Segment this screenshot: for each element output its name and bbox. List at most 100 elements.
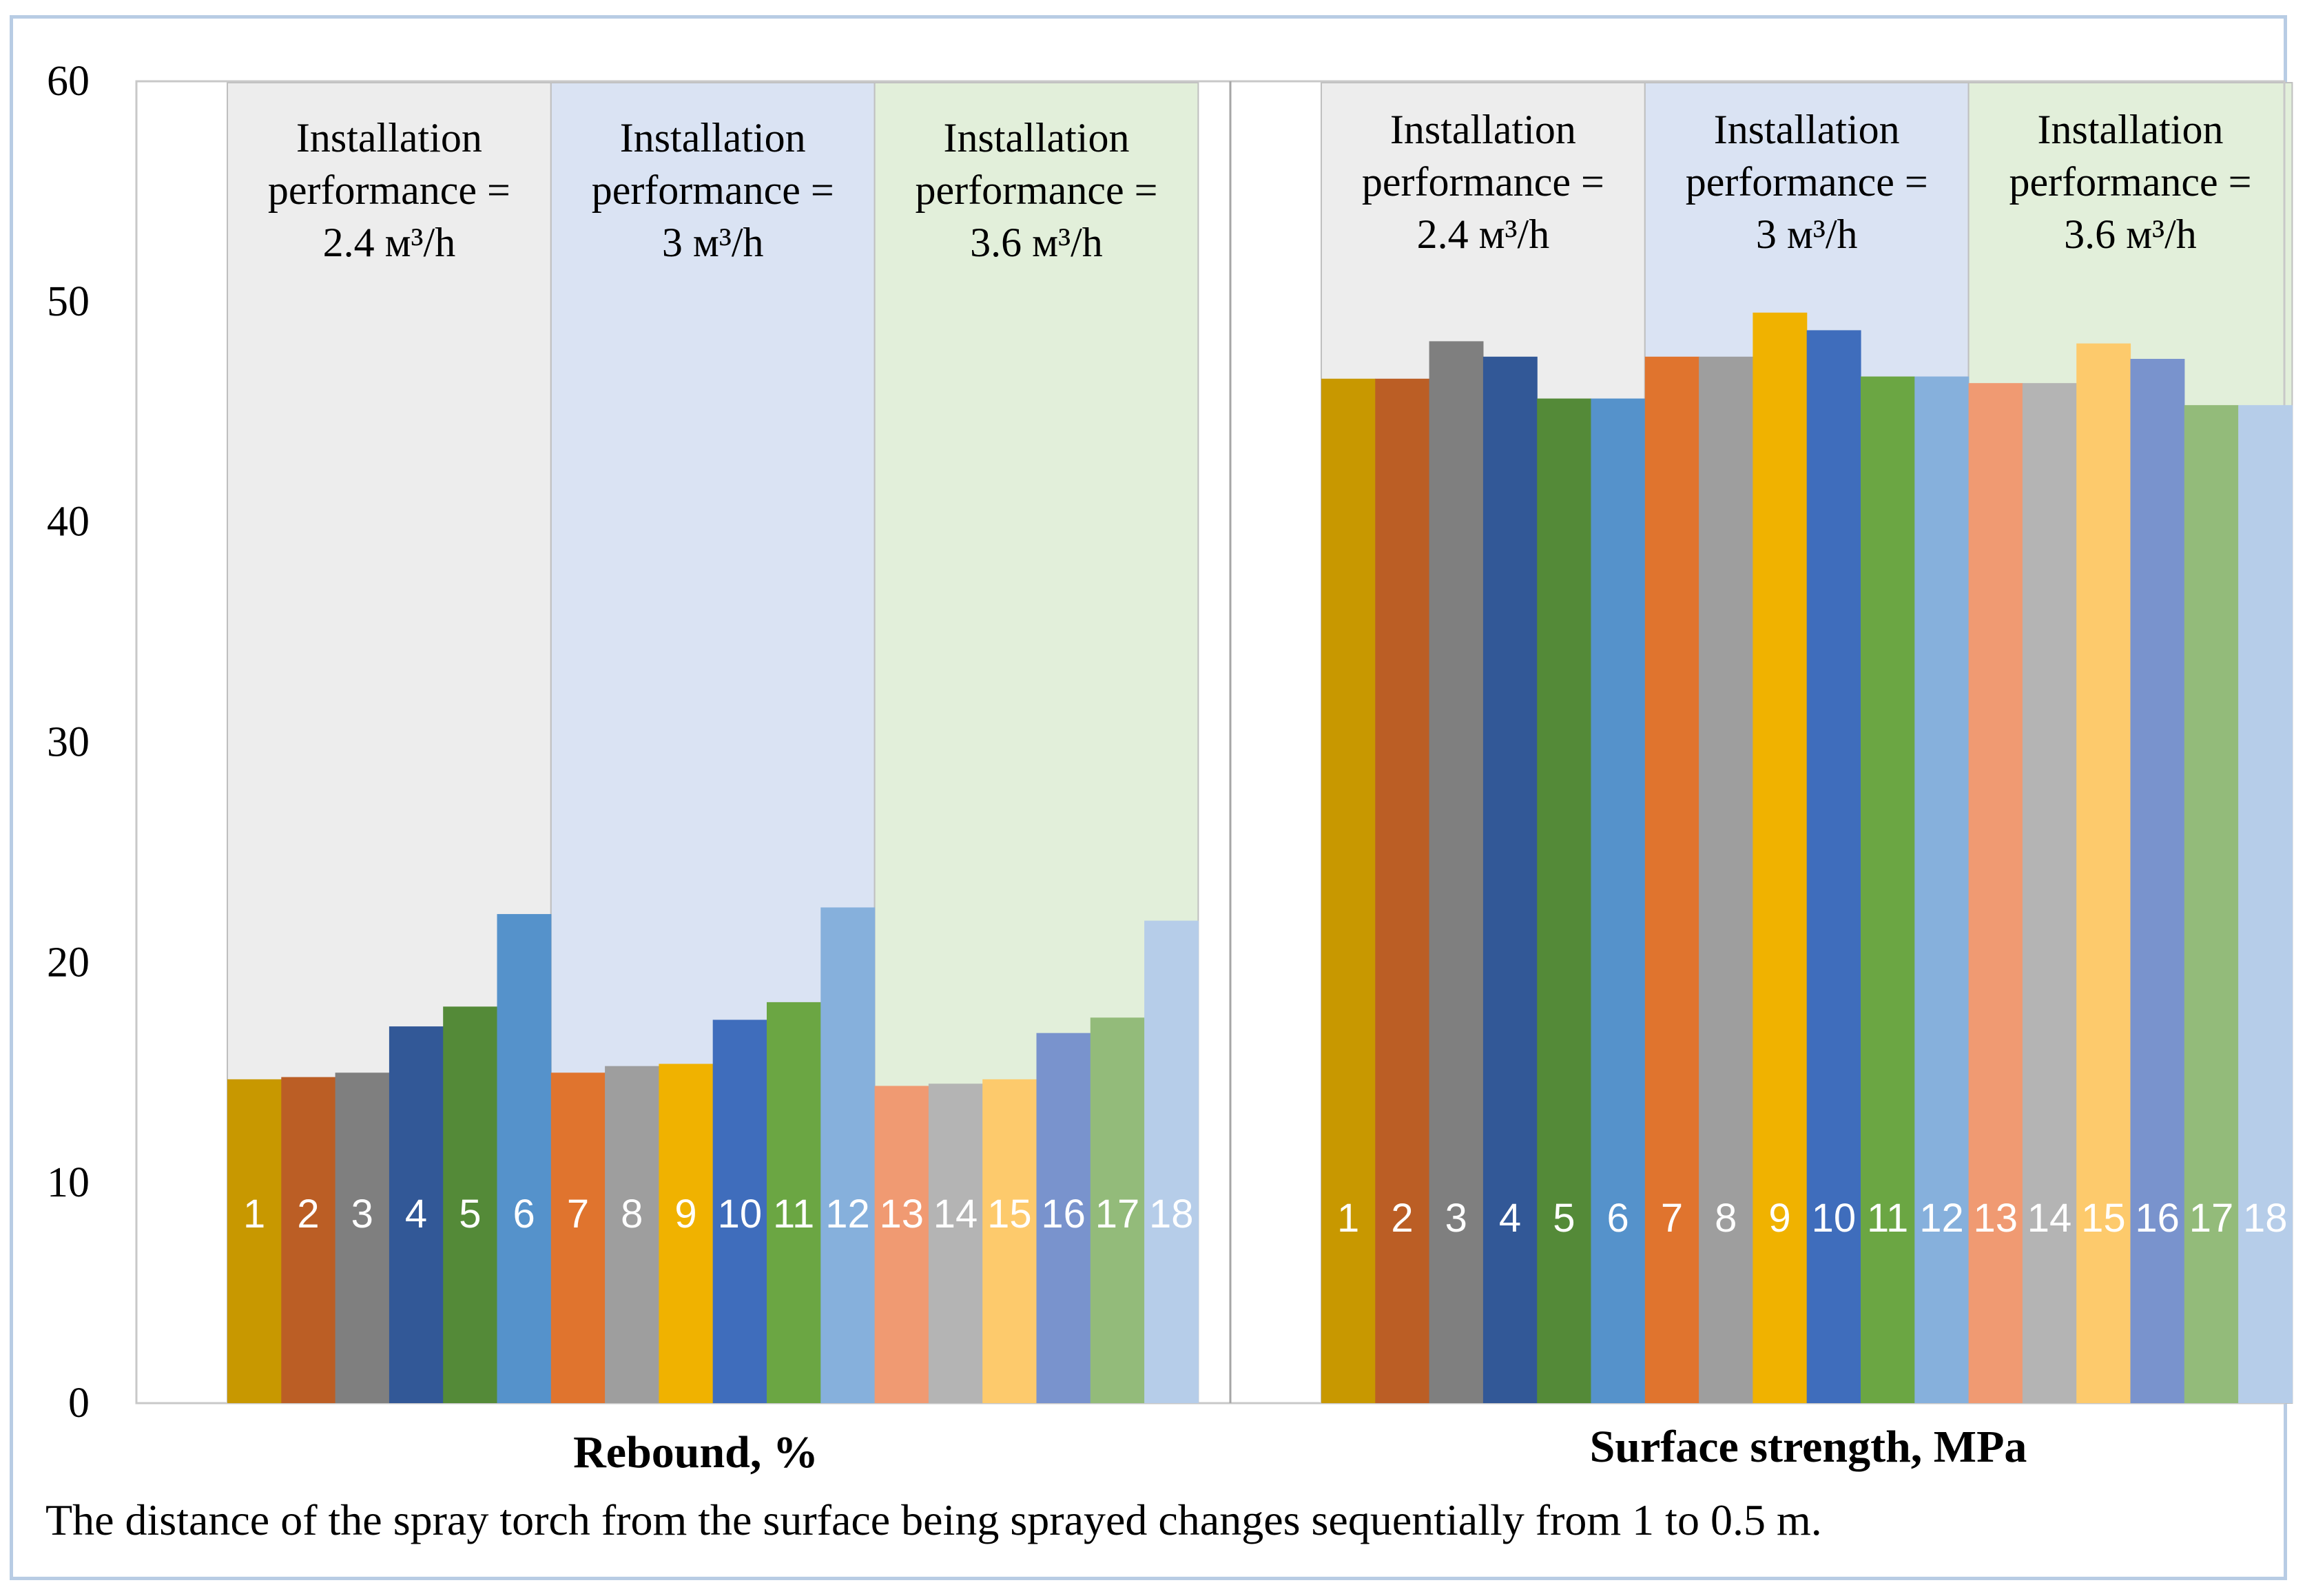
- bar-label: 16: [2135, 1196, 2180, 1241]
- bar-strength-10: [1806, 330, 1861, 1404]
- bar-label: 15: [2081, 1196, 2126, 1241]
- bar-label: 17: [2189, 1196, 2234, 1241]
- bar-label: 12: [1919, 1196, 1964, 1241]
- zone-title-line2: performance =: [1362, 159, 1604, 205]
- y-tick-label: 40: [47, 499, 90, 546]
- bar-label: 15: [987, 1192, 1032, 1236]
- bar-rebound-17: [1090, 1017, 1145, 1403]
- bar-label: 7: [567, 1192, 589, 1236]
- bar-label: 10: [1812, 1196, 1857, 1241]
- bar-strength-17: [2184, 405, 2239, 1403]
- zone-title-line1: Installation: [296, 115, 482, 160]
- bar-rebound-8: [605, 1066, 659, 1403]
- zone-title-line2: performance =: [2009, 159, 2252, 205]
- bar-strength-16: [2130, 358, 2185, 1403]
- zone-title-line2: performance =: [1686, 159, 1928, 205]
- bar-label: 13: [879, 1192, 924, 1236]
- y-tick-label: 50: [47, 278, 90, 325]
- zone-title-line1: Installation: [1390, 107, 1576, 152]
- y-tick-label: 60: [47, 58, 90, 105]
- bar-strength-15: [2076, 343, 2131, 1403]
- bar-strength-11: [1861, 376, 1915, 1403]
- bar-label: 14: [933, 1192, 978, 1236]
- bar-label: 3: [351, 1192, 373, 1236]
- bar-label: 18: [2243, 1196, 2288, 1241]
- zone-title-line1: Installation: [2038, 107, 2224, 152]
- bar-rebound-6: [497, 913, 552, 1403]
- y-tick-label: 30: [47, 719, 90, 766]
- bar-strength-7: [1644, 356, 1699, 1403]
- bar-label: 11: [1867, 1196, 1908, 1241]
- bar-label: 5: [1553, 1196, 1575, 1241]
- chart-caption: The distance of the spray torch from the…: [45, 1495, 1822, 1544]
- bar-label: 10: [718, 1192, 763, 1236]
- bar-rebound-18: [1144, 920, 1199, 1403]
- bar-label: 7: [1661, 1196, 1683, 1241]
- bar-label: 1: [243, 1192, 265, 1236]
- zone-title-line2: performance =: [268, 167, 510, 213]
- bar-label: 4: [405, 1192, 427, 1236]
- bar-label: 9: [674, 1192, 696, 1236]
- bar-label: 18: [1149, 1192, 1194, 1236]
- bar-label: 1: [1337, 1196, 1359, 1241]
- zone-title-line3: 3 м³/h: [662, 220, 764, 265]
- bar-rebound-9: [659, 1064, 714, 1403]
- bar-strength-13: [1968, 383, 2023, 1404]
- bar-label: 9: [1768, 1196, 1790, 1241]
- bar-strength-8: [1699, 356, 1753, 1403]
- bar-rebound-13: [874, 1086, 929, 1403]
- bar-rebound-14: [928, 1084, 983, 1403]
- zone-title-line1: Installation: [944, 115, 1130, 160]
- zone-title-line1: Installation: [1714, 107, 1900, 152]
- bar-strength-18: [2238, 405, 2293, 1403]
- y-tick-label: 10: [47, 1159, 90, 1206]
- bar-rebound-4: [389, 1026, 444, 1403]
- bar-rebound-15: [982, 1079, 1037, 1403]
- group-title-surface-strength: Surface strength, MPa: [1590, 1422, 2027, 1472]
- bar-strength-2: [1375, 378, 1430, 1403]
- zone-title-line3: 3.6 м³/h: [970, 220, 1103, 265]
- bar-label: 8: [1715, 1196, 1737, 1241]
- bar-rebound-16: [1036, 1033, 1091, 1403]
- bar-label: 17: [1095, 1192, 1140, 1236]
- zone-title-line3: 2.4 м³/h: [1417, 211, 1550, 257]
- bar-rebound-3: [335, 1072, 390, 1403]
- bar-label: 14: [2027, 1196, 2072, 1241]
- bar-label: 6: [513, 1192, 535, 1236]
- bar-rebound-10: [712, 1019, 767, 1403]
- bar-rebound-7: [550, 1072, 606, 1403]
- bar-rebound-12: [820, 907, 876, 1403]
- bar-label: 2: [297, 1192, 319, 1236]
- bar-label: 3: [1445, 1196, 1467, 1241]
- bar-rebound-2: [281, 1077, 336, 1403]
- bar-label: 8: [621, 1192, 643, 1236]
- bar-label: 11: [773, 1192, 814, 1236]
- y-tick-label: 20: [47, 939, 90, 986]
- bar-strength-4: [1482, 356, 1538, 1403]
- zone-title-line2: performance =: [592, 167, 834, 213]
- bar-strength-12: [1914, 376, 1970, 1403]
- y-tick-label: 0: [68, 1380, 90, 1427]
- bar-strength-6: [1591, 398, 1646, 1403]
- zone-title-line3: 3.6 м³/h: [2064, 211, 2197, 257]
- bar-rebound-5: [443, 1006, 498, 1403]
- bar-label: 6: [1607, 1196, 1629, 1241]
- bar-rebound-1: [227, 1079, 282, 1403]
- group-title-rebound: Rebound, %: [573, 1427, 818, 1478]
- zone-title-line3: 3 м³/h: [1756, 211, 1858, 257]
- bar-strength-3: [1429, 341, 1484, 1403]
- bar-label: 13: [1973, 1196, 2018, 1241]
- bar-strength-9: [1753, 312, 1808, 1404]
- bar-label: 12: [825, 1192, 870, 1236]
- bar-label: 2: [1391, 1196, 1413, 1241]
- zone-title-line1: Installation: [620, 115, 806, 160]
- bar-strength-14: [2022, 383, 2077, 1404]
- bar-label: 5: [459, 1192, 481, 1236]
- bar-strength-1: [1321, 378, 1376, 1403]
- zone-title-line2: performance =: [916, 167, 1158, 213]
- bar-label: 16: [1041, 1192, 1086, 1236]
- bar-strength-5: [1537, 398, 1592, 1403]
- bar-rebound-11: [767, 1002, 821, 1403]
- bar-label: 4: [1499, 1196, 1521, 1241]
